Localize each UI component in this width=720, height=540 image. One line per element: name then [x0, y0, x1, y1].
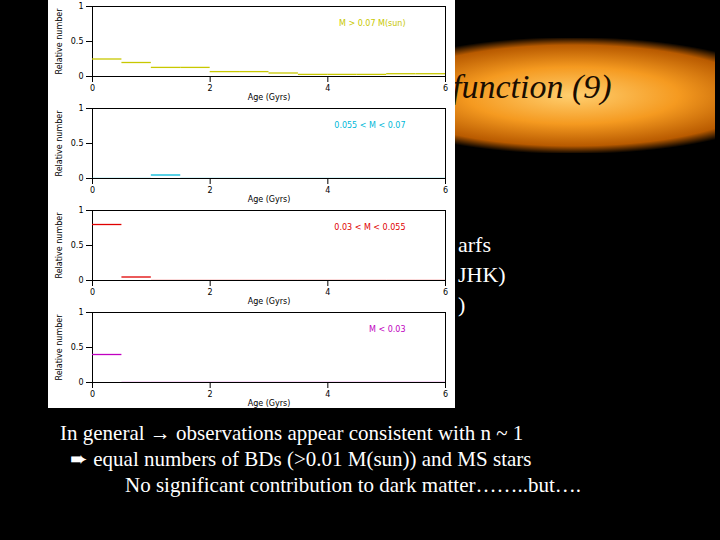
svg-text:Age (Gyrs): Age (Gyrs) — [248, 195, 291, 204]
svg-text:0.03 < M < 0.055: 0.03 < M < 0.055 — [334, 223, 405, 232]
svg-text:4: 4 — [325, 84, 330, 93]
svg-text:Relative number: Relative number — [55, 212, 64, 279]
svg-text:0.5: 0.5 — [71, 139, 84, 148]
svg-text:M > 0.07 M(sun): M > 0.07 M(sun) — [339, 19, 406, 28]
svg-text:Age (Gyrs): Age (Gyrs) — [248, 297, 291, 306]
svg-text:0: 0 — [78, 276, 83, 285]
svg-text:0: 0 — [90, 288, 95, 297]
svg-text:2: 2 — [208, 288, 213, 297]
html-text:JHK): JHK) — [458, 262, 506, 287]
svg-text:2: 2 — [208, 186, 213, 195]
html-text:arfs: arfs — [458, 232, 491, 257]
html-text:No significant contribution to: No significant contribution to dark matt… — [125, 473, 582, 497]
svg-text:1: 1 — [78, 104, 83, 113]
svg-text:4: 4 — [325, 288, 330, 297]
svg-text:2: 2 — [208, 84, 213, 93]
svg-text:Relative number: Relative number — [55, 314, 64, 381]
svg-text:0: 0 — [90, 186, 95, 195]
svg-text:0: 0 — [78, 72, 83, 81]
svg-text:0.5: 0.5 — [71, 343, 84, 352]
svg-text:Relative number: Relative number — [55, 8, 64, 75]
svg-text:Age (Gyrs): Age (Gyrs) — [248, 93, 291, 102]
svg-text:0.5: 0.5 — [71, 37, 84, 46]
svg-text:6: 6 — [443, 390, 448, 399]
svg-text:6: 6 — [443, 288, 448, 297]
svg-text:1: 1 — [78, 308, 83, 317]
svg-text:M < 0.03: M < 0.03 — [369, 325, 406, 334]
html-text:➨ equal numbers of BDs (>0.01: ➨ equal numbers of BDs (>0.01 M(sun)) an… — [70, 447, 532, 471]
svg-text:0.5: 0.5 — [71, 241, 84, 250]
svg-text:2: 2 — [208, 390, 213, 399]
svg-text:6: 6 — [443, 186, 448, 195]
svg-text:6: 6 — [443, 84, 448, 93]
svg-text:0.055 < M < 0.07: 0.055 < M < 0.07 — [334, 121, 405, 130]
html-text:In general → observations appe: In general → observations appear consist… — [60, 421, 524, 445]
svg-text:Relative number: Relative number — [55, 110, 64, 177]
svg-text:1: 1 — [78, 206, 83, 215]
svg-text:4: 4 — [325, 186, 330, 195]
html-text:function (9): function (9) — [452, 68, 612, 105]
svg-text:0: 0 — [78, 378, 83, 387]
svg-text:4: 4 — [325, 390, 330, 399]
svg-text:0: 0 — [78, 174, 83, 183]
svg-text:Age (Gyrs): Age (Gyrs) — [248, 399, 291, 408]
svg-text:0: 0 — [90, 390, 95, 399]
svg-text:0: 0 — [90, 84, 95, 93]
svg-text:1: 1 — [78, 2, 83, 11]
